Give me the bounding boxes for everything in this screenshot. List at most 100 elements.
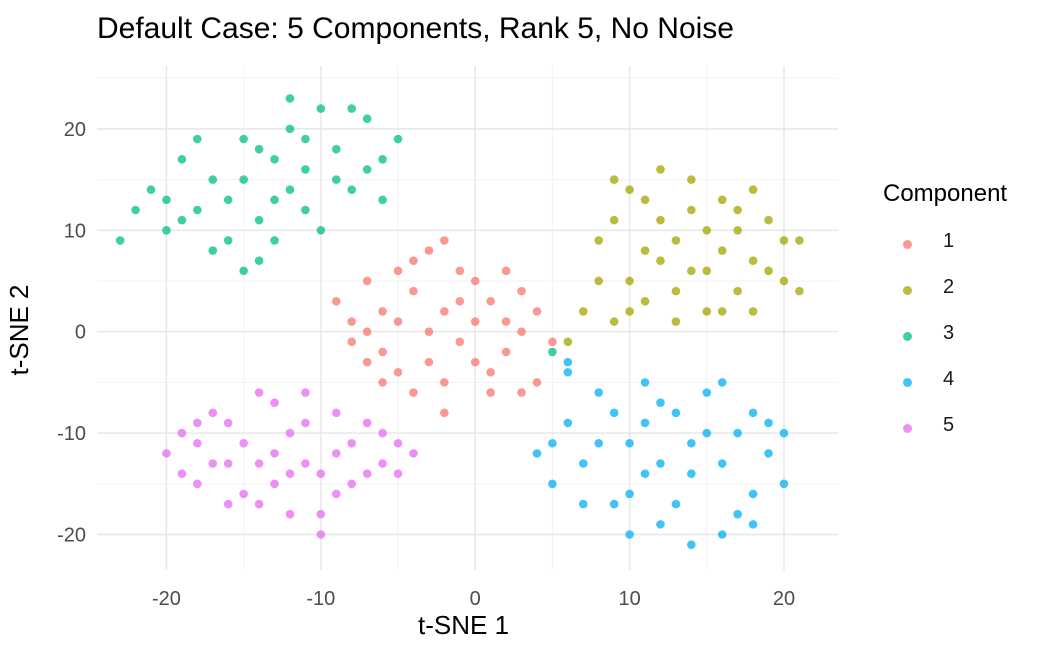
- data-point-component-3: [239, 134, 248, 144]
- legend-item-1: 1: [883, 224, 1003, 270]
- data-point-component-1: [532, 307, 542, 316]
- data-point-component-5: [208, 408, 218, 418]
- data-point-component-5: [301, 459, 310, 468]
- data-point-component-3: [331, 175, 341, 184]
- data-point-component-4: [733, 509, 742, 519]
- data-point-component-4: [625, 438, 634, 448]
- data-point-component-2: [687, 175, 696, 184]
- data-point-component-1: [470, 276, 480, 286]
- data-point-component-3: [223, 236, 233, 245]
- data-point-component-4: [625, 530, 634, 539]
- data-point-component-1: [470, 317, 480, 326]
- data-point-component-1: [470, 357, 480, 367]
- data-point-component-1: [378, 307, 387, 316]
- data-point-component-1: [440, 408, 449, 418]
- data-point-component-4: [779, 479, 789, 489]
- data-point-component-2: [687, 205, 696, 215]
- data-point-component-5: [331, 449, 341, 458]
- data-point-component-3: [548, 347, 557, 357]
- data-point-component-3: [193, 205, 202, 215]
- data-point-component-2: [702, 225, 712, 235]
- data-point-component-4: [671, 408, 681, 418]
- data-point-component-2: [563, 337, 573, 347]
- data-point-component-4: [594, 388, 604, 397]
- data-point-component-4: [563, 367, 573, 377]
- data-point-component-2: [656, 215, 665, 225]
- data-point-component-2: [748, 256, 758, 266]
- data-point-component-2: [779, 276, 789, 286]
- legend-item-3: 3: [883, 316, 1003, 362]
- data-point-component-3: [362, 114, 372, 124]
- data-point-component-2: [578, 307, 588, 316]
- data-point-component-5: [409, 449, 418, 458]
- data-point-component-1: [486, 296, 495, 306]
- data-point-component-4: [640, 418, 650, 428]
- data-point-component-4: [594, 438, 604, 448]
- data-point-component-4: [748, 489, 758, 499]
- data-point-component-4: [548, 438, 557, 448]
- data-point-component-5: [316, 530, 326, 539]
- data-point-component-4: [578, 499, 588, 509]
- data-point-component-3: [162, 225, 171, 235]
- data-point-component-4: [640, 469, 650, 478]
- data-point-component-3: [270, 195, 279, 205]
- x-tick-label: -20: [152, 588, 181, 610]
- x-tick-labels: -20 -10 0 10 20: [152, 588, 795, 610]
- data-point-component-3: [223, 195, 233, 205]
- data-point-component-4: [563, 418, 573, 428]
- data-point-component-4: [532, 449, 542, 458]
- data-point-component-3: [331, 144, 341, 154]
- data-point-component-5: [193, 418, 202, 428]
- data-point-component-5: [270, 479, 279, 489]
- data-point-component-5: [393, 438, 403, 448]
- data-point-component-1: [362, 357, 372, 367]
- data-point-component-5: [316, 469, 326, 478]
- data-point-component-1: [501, 317, 511, 326]
- data-point-component-4: [609, 499, 619, 509]
- data-point-component-5: [362, 469, 372, 478]
- data-point-component-2: [687, 266, 696, 276]
- legend-label: 1: [943, 230, 955, 252]
- x-axis-label: t-SNE 1: [418, 610, 510, 640]
- data-point-component-5: [378, 459, 387, 468]
- data-point-component-5: [162, 449, 171, 458]
- x-tick-label: 0: [470, 588, 481, 610]
- data-point-component-1: [409, 286, 418, 296]
- data-point-component-5: [193, 438, 202, 448]
- data-point-component-2: [594, 276, 604, 286]
- data-point-component-4: [717, 378, 727, 387]
- data-point-component-2: [594, 236, 604, 245]
- y-tick-label: 0: [75, 322, 86, 344]
- data-point-component-5: [331, 408, 341, 418]
- data-point-component-1: [409, 256, 418, 266]
- data-point-component-1: [548, 337, 557, 347]
- x-tick-label: -10: [306, 588, 335, 610]
- data-point-component-2: [748, 185, 758, 195]
- data-points: [115, 94, 804, 549]
- data-point-component-4: [563, 357, 573, 367]
- data-point-component-2: [795, 286, 804, 296]
- data-point-component-5: [223, 418, 233, 428]
- data-point-component-3: [285, 94, 295, 103]
- data-point-component-1: [347, 317, 357, 326]
- y-tick-label: 20: [64, 119, 86, 141]
- data-point-component-3: [316, 104, 326, 113]
- data-point-component-1: [517, 286, 526, 296]
- data-point-component-2: [609, 175, 619, 184]
- data-point-component-3: [285, 124, 295, 134]
- data-point-component-4: [656, 520, 665, 529]
- data-point-component-5: [347, 438, 357, 448]
- data-point-component-4: [733, 428, 742, 438]
- data-point-component-4: [640, 378, 650, 387]
- data-point-component-3: [270, 154, 279, 164]
- data-point-component-1: [347, 337, 357, 347]
- data-point-component-1: [424, 246, 434, 255]
- data-point-component-2: [748, 307, 758, 316]
- data-point-component-5: [347, 479, 357, 489]
- data-point-component-2: [671, 286, 681, 296]
- data-point-component-2: [656, 256, 665, 266]
- legend-item-5: 5: [883, 408, 1003, 454]
- legend-swatch: [903, 378, 912, 387]
- data-point-component-5: [362, 418, 372, 428]
- data-point-component-3: [239, 266, 248, 276]
